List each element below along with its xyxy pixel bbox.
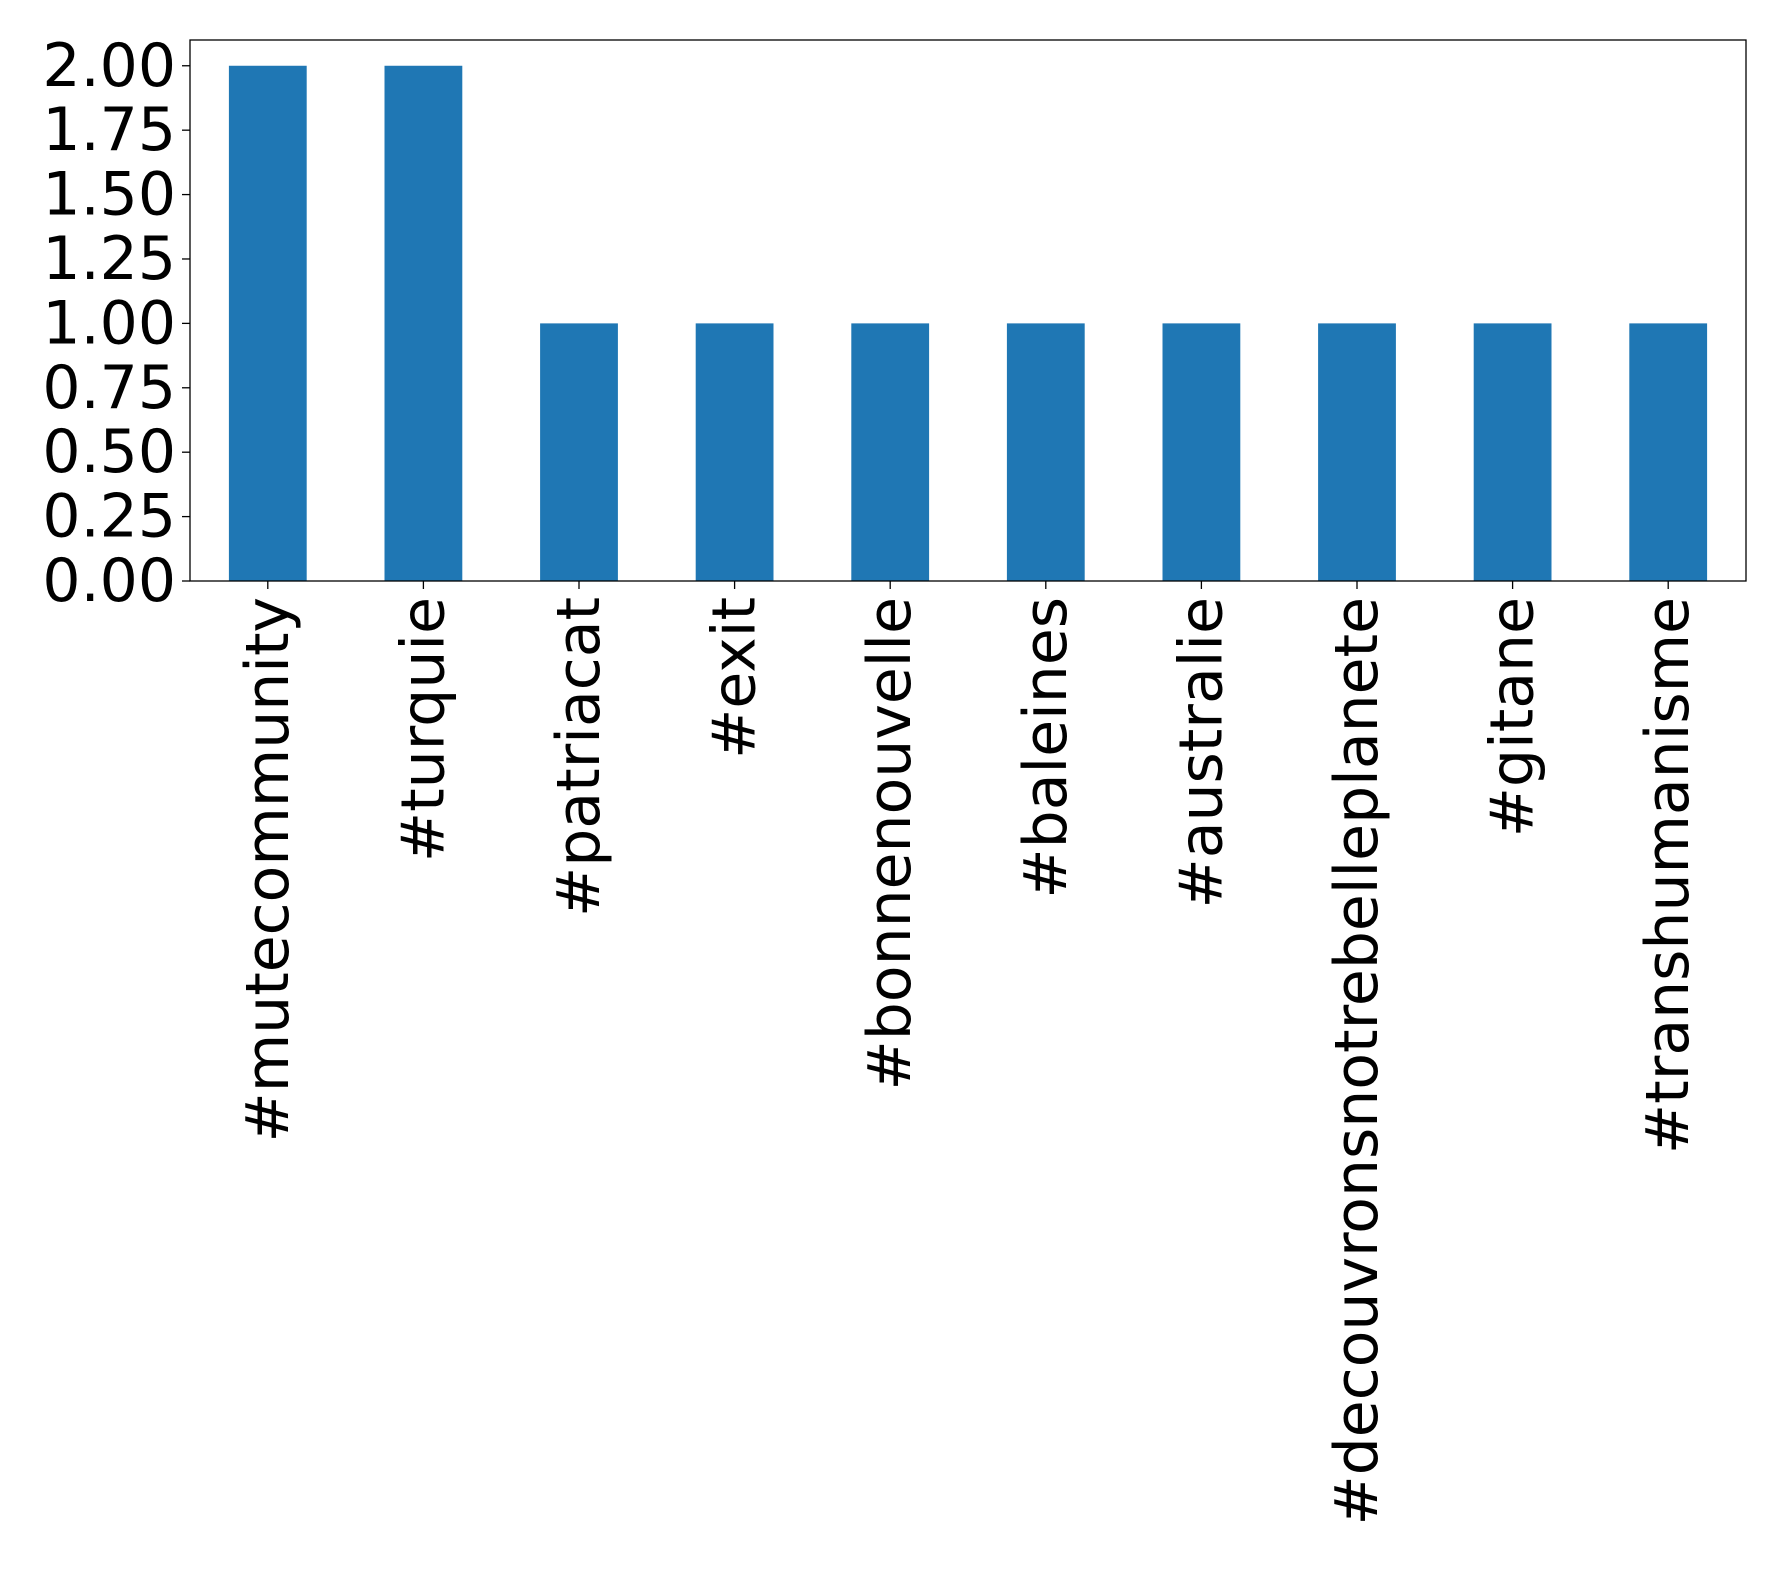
bar-bonnenouvelle	[851, 323, 930, 581]
bar-transhumanisme	[1629, 323, 1708, 581]
x-tick-label: #bonnenouvelle	[855, 597, 925, 1090]
bar-turquie	[384, 65, 463, 581]
y-tick-label: 1.00	[42, 288, 176, 358]
y-tick-label: 0.75	[42, 353, 176, 423]
x-tick-label: #transhumanisme	[1633, 597, 1703, 1154]
bar-decouvronsnotrebelleplanete	[1318, 323, 1396, 581]
x-tick-label: #patriacat	[544, 597, 614, 917]
bar-baleines	[1006, 323, 1085, 581]
x-tick-label: #baleines	[1011, 597, 1081, 899]
y-tick-label: 0.50	[42, 417, 176, 487]
y-tick-label: 0.00	[42, 546, 176, 616]
x-tick-label: #turquie	[388, 597, 458, 862]
y-tick-label: 1.25	[42, 224, 176, 294]
y-axis: 0.000.250.500.751.001.251.501.752.00	[42, 31, 190, 616]
x-tick-label: #decouvronsnotrebelleplanete	[1322, 597, 1392, 1526]
y-tick-label: 0.25	[42, 482, 176, 552]
bar-exit	[695, 323, 774, 581]
plot-frame	[189, 39, 1747, 582]
bar-gitane	[1473, 323, 1552, 581]
x-tick-label: #gitane	[1478, 597, 1548, 837]
x-tick-label: #mutecommunity	[233, 597, 303, 1143]
x-tick-label: #exit	[700, 597, 770, 759]
bar-mutecommunity	[228, 65, 307, 581]
y-tick-label: 1.75	[42, 95, 176, 165]
bar-patriacat	[540, 323, 618, 581]
y-tick-label: 1.50	[42, 160, 176, 230]
bar-australie	[1162, 323, 1241, 581]
x-tick-label: #australie	[1166, 597, 1236, 909]
y-tick-label: 2.00	[42, 31, 176, 101]
x-axis: #mutecommunity #turquie #patriacat #exit #bo…	[233, 581, 1703, 1526]
bars-group	[228, 65, 1708, 581]
